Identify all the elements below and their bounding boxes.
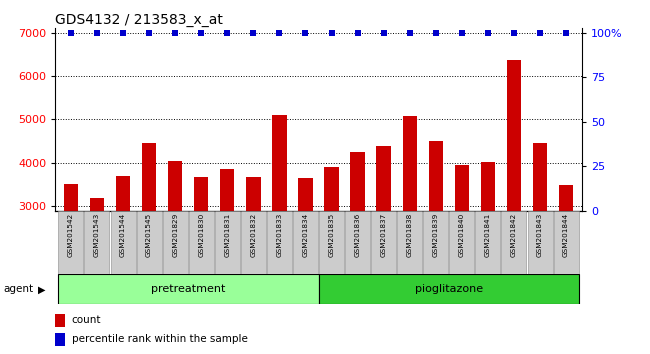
Point	[535, 30, 545, 35]
Point	[352, 30, 363, 35]
Text: GSM201834: GSM201834	[302, 213, 309, 257]
Text: GSM201841: GSM201841	[485, 213, 491, 257]
FancyBboxPatch shape	[267, 211, 292, 274]
Bar	[116, 176, 130, 337]
FancyBboxPatch shape	[423, 211, 448, 274]
Text: GSM201542: GSM201542	[68, 213, 74, 257]
Point	[561, 30, 571, 35]
FancyBboxPatch shape	[345, 211, 370, 274]
FancyBboxPatch shape	[475, 211, 500, 274]
Bar	[194, 177, 209, 337]
Bar	[428, 141, 443, 337]
Text: GSM201544: GSM201544	[120, 213, 126, 257]
FancyBboxPatch shape	[397, 211, 422, 274]
FancyBboxPatch shape	[501, 211, 526, 274]
Point	[483, 30, 493, 35]
Bar	[507, 59, 521, 337]
Point	[274, 30, 285, 35]
Text: GDS4132 / 213583_x_at: GDS4132 / 213583_x_at	[55, 13, 223, 27]
Point	[430, 30, 441, 35]
Text: GSM201837: GSM201837	[381, 213, 387, 257]
Point	[404, 30, 415, 35]
Point	[326, 30, 337, 35]
Text: ▶: ▶	[38, 284, 46, 295]
Text: count: count	[72, 315, 101, 325]
Bar	[298, 178, 313, 337]
Text: GSM201842: GSM201842	[511, 213, 517, 257]
Text: GSM201839: GSM201839	[433, 213, 439, 257]
FancyBboxPatch shape	[58, 211, 83, 274]
Point	[170, 30, 180, 35]
Bar	[324, 167, 339, 337]
Text: GSM201830: GSM201830	[198, 213, 204, 257]
Text: percentile rank within the sample: percentile rank within the sample	[72, 335, 248, 344]
Point	[300, 30, 311, 35]
FancyBboxPatch shape	[162, 211, 188, 274]
Bar	[272, 115, 287, 337]
Bar	[376, 147, 391, 337]
Text: GSM201836: GSM201836	[355, 213, 361, 257]
Text: GSM201545: GSM201545	[146, 213, 152, 257]
Bar	[533, 143, 547, 337]
Bar	[402, 116, 417, 337]
Bar	[559, 184, 573, 337]
FancyBboxPatch shape	[188, 211, 214, 274]
FancyBboxPatch shape	[318, 274, 579, 304]
Text: pretreatment: pretreatment	[151, 284, 226, 295]
Text: GSM201835: GSM201835	[328, 213, 335, 257]
FancyBboxPatch shape	[528, 211, 552, 274]
Bar	[481, 161, 495, 337]
Bar	[168, 161, 182, 337]
Text: GSM201829: GSM201829	[172, 213, 178, 257]
FancyBboxPatch shape	[371, 211, 396, 274]
FancyBboxPatch shape	[554, 211, 578, 274]
Point	[196, 30, 207, 35]
Text: GSM201543: GSM201543	[94, 213, 100, 257]
FancyBboxPatch shape	[449, 211, 474, 274]
Bar	[455, 165, 469, 337]
Text: GSM201838: GSM201838	[407, 213, 413, 257]
Point	[144, 30, 154, 35]
Point	[378, 30, 389, 35]
Text: GSM201831: GSM201831	[224, 213, 230, 257]
FancyBboxPatch shape	[58, 274, 318, 304]
Text: agent: agent	[3, 284, 33, 295]
Text: GSM201844: GSM201844	[563, 213, 569, 257]
Point	[118, 30, 128, 35]
Text: GSM201843: GSM201843	[537, 213, 543, 257]
Bar	[220, 169, 235, 337]
FancyBboxPatch shape	[111, 211, 136, 274]
Bar	[64, 184, 78, 337]
Text: GSM201833: GSM201833	[276, 213, 282, 257]
Point	[66, 30, 76, 35]
FancyBboxPatch shape	[136, 211, 162, 274]
Bar	[246, 177, 261, 337]
Point	[457, 30, 467, 35]
Text: pioglitazone: pioglitazone	[415, 284, 483, 295]
FancyBboxPatch shape	[84, 211, 109, 274]
Point	[509, 30, 519, 35]
Bar	[142, 143, 156, 337]
FancyBboxPatch shape	[241, 211, 266, 274]
Text: GSM201832: GSM201832	[250, 213, 256, 257]
Point	[92, 30, 102, 35]
Text: GSM201840: GSM201840	[459, 213, 465, 257]
Bar	[90, 198, 104, 337]
Point	[222, 30, 233, 35]
FancyBboxPatch shape	[319, 211, 344, 274]
Bar	[350, 152, 365, 337]
FancyBboxPatch shape	[214, 211, 240, 274]
FancyBboxPatch shape	[293, 211, 318, 274]
Bar	[55, 314, 65, 327]
Point	[248, 30, 259, 35]
Bar	[55, 333, 65, 346]
